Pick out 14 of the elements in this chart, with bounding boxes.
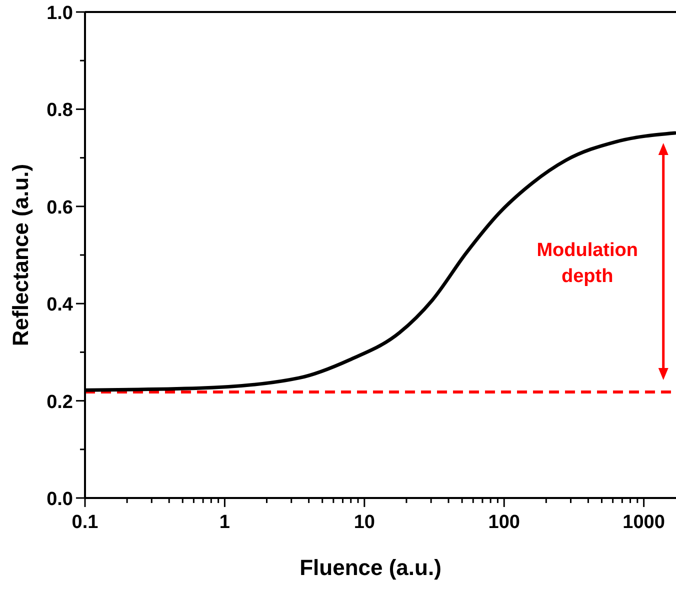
- x-tick-label: 1: [219, 512, 230, 533]
- x-tick-label: 10: [354, 512, 375, 533]
- y-tick-label: 0.2: [46, 392, 73, 413]
- y-tick-label: 1.0: [46, 3, 73, 24]
- annotation: Modulation depth: [536, 240, 638, 287]
- y-tick-label: 0.0: [46, 489, 73, 510]
- x-axis-title: Fluence (a.u.): [300, 555, 442, 580]
- y-axis-title: Reflectance (a.u.): [8, 164, 33, 346]
- y-tick-label: 0.4: [46, 294, 74, 316]
- x-tick-label: 0.1: [72, 512, 99, 533]
- x-tick-label: 1000: [622, 512, 665, 533]
- y-tick-label: 0.6: [46, 197, 73, 218]
- x-tick-label: 100: [488, 512, 520, 533]
- y-tick-label: 0.8: [46, 100, 73, 122]
